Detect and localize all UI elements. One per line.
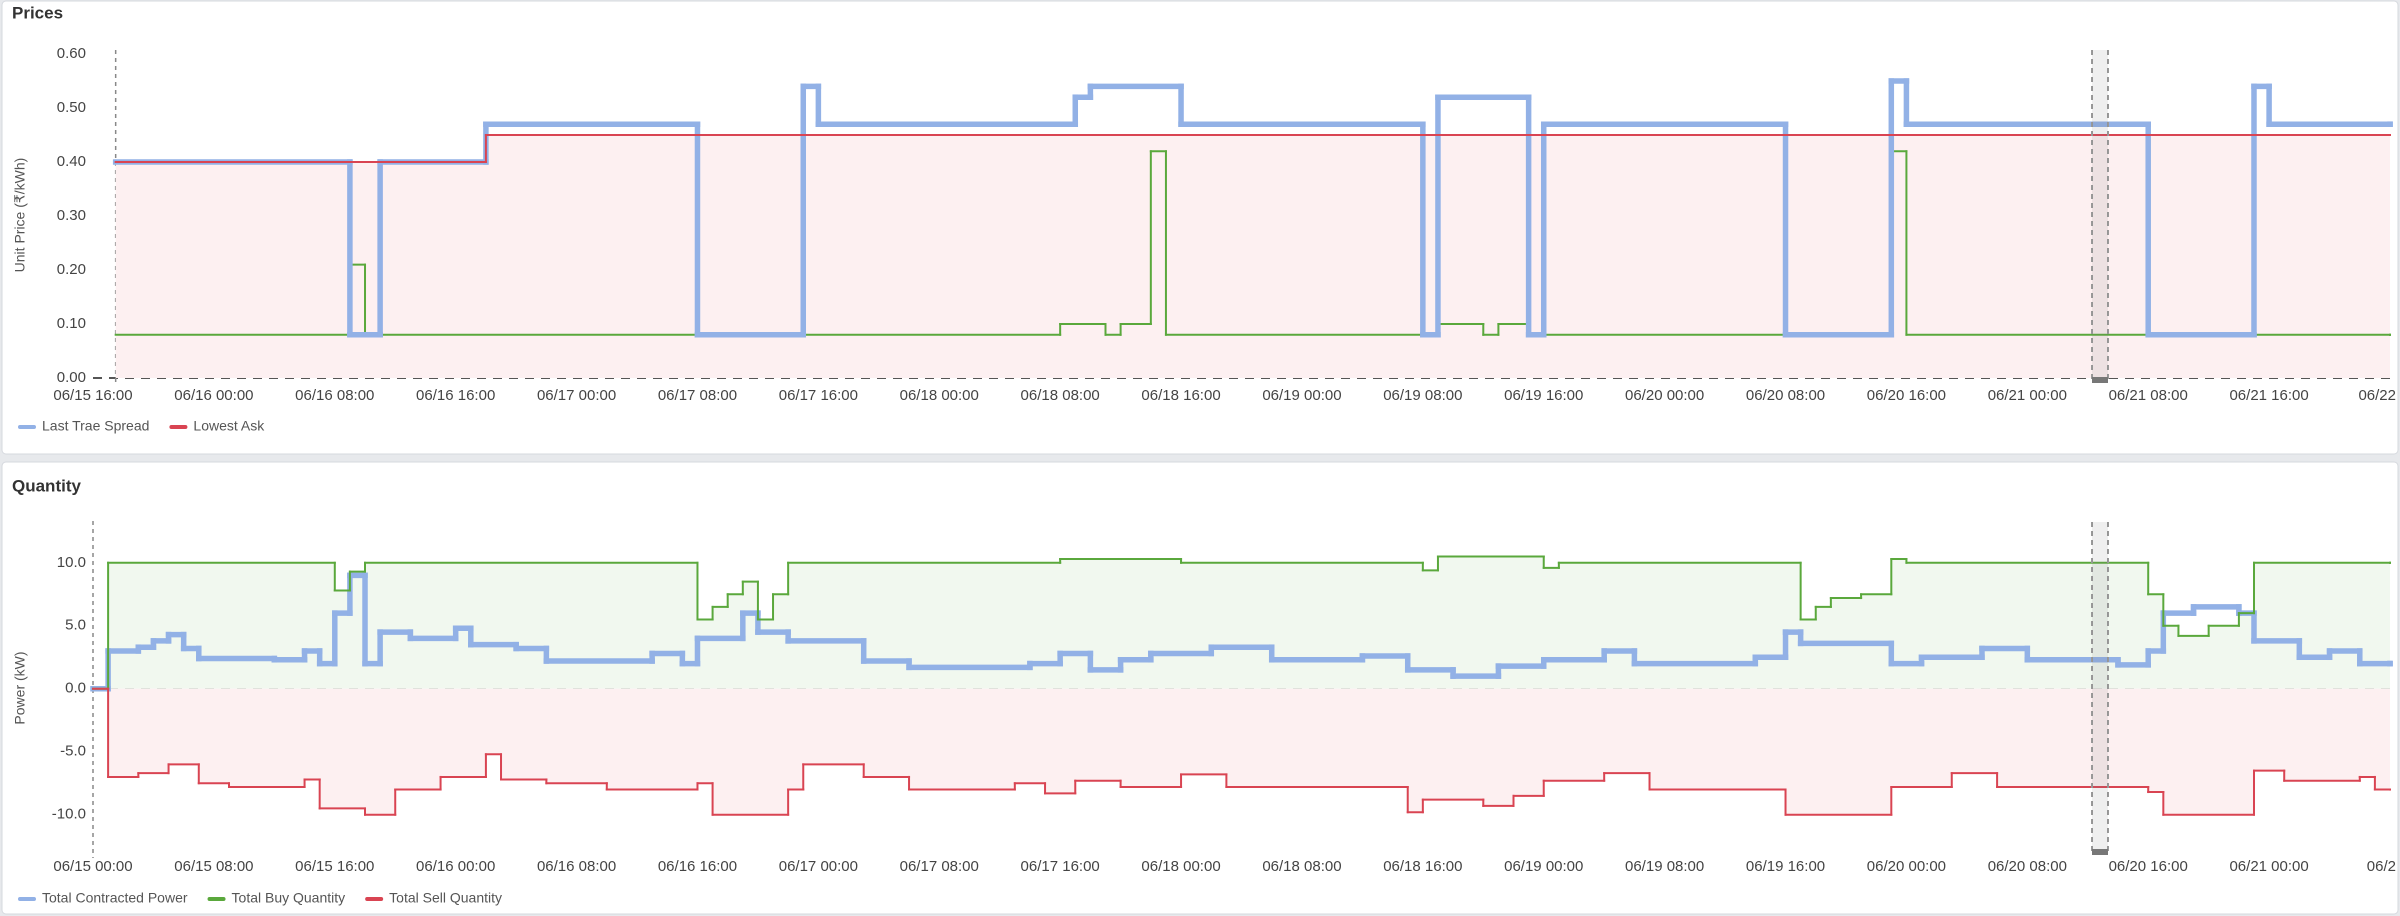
panel-title: Quantity xyxy=(12,476,81,495)
x-tick-label: 06/18 00:00 xyxy=(900,387,979,404)
charts: Prices Unit Price (₹/kWh) 0.00 0.10 0.20 0.30… xyxy=(12,3,2396,905)
series-line xyxy=(90,572,2393,692)
brush-area xyxy=(2092,522,2108,852)
x-tick-label: 06/15 08:00 xyxy=(174,858,253,875)
x-tick-label: 06/16 16:00 xyxy=(658,858,737,875)
x-tick-label: 06/17 08:00 xyxy=(900,858,979,875)
legend-label: Lowest Ask xyxy=(193,418,265,434)
x-tick-label: 06/17 16:00 xyxy=(779,387,858,404)
legend-label: Last Trae Spread xyxy=(42,418,149,434)
x-tick-label: 06/20 16:00 xyxy=(2109,858,2188,875)
y-tick-label: 10.0 xyxy=(57,554,86,571)
y-tick-label: 0.40 xyxy=(57,153,86,170)
x-tick-label: 06/22 xyxy=(2358,387,2396,404)
panel-title: Prices xyxy=(12,3,63,22)
area-fill xyxy=(93,556,2390,689)
x-tick-label: 06/20 16:00 xyxy=(1867,387,1946,404)
x-tick-label: 06/18 16:00 xyxy=(1383,858,1462,875)
legend-label: Total Contracted Power xyxy=(42,890,188,906)
x-tick-label: 06/15 00:00 xyxy=(53,858,132,875)
area-fill xyxy=(93,688,2390,815)
x-tick-label: 06/19 08:00 xyxy=(1383,387,1462,404)
y-tick-label: 0.20 xyxy=(57,261,86,278)
x-tick-label: 06/21 00:00 xyxy=(2229,858,2308,875)
y-tick-label: 0.60 xyxy=(57,45,86,62)
x-tick-label: 06/16 16:00 xyxy=(416,387,495,404)
x-tick-label: 06/16 08:00 xyxy=(537,858,616,875)
x-tick-label: 06/20 00:00 xyxy=(1867,858,1946,875)
brush-area xyxy=(2092,50,2108,382)
x-tick-label: 06/17 08:00 xyxy=(658,387,737,404)
y-axis-label: Unit Price (₹/kWh) xyxy=(12,158,28,273)
x-tick-label: 06/19 00:00 xyxy=(1262,387,1341,404)
x-tick-label: 06/19 16:00 xyxy=(1504,387,1583,404)
x-tick-label: 06/21 08:00 xyxy=(2109,387,2188,404)
x-tick-label: 06/15 16:00 xyxy=(295,858,374,875)
legend-label: Total Buy Quantity xyxy=(232,890,346,906)
x-tick-label: 06/17 00:00 xyxy=(779,858,858,875)
x-tick-label: 06/16 08:00 xyxy=(295,387,374,404)
x-tick-label: 06/20 00:00 xyxy=(1625,387,1704,404)
brush-handle xyxy=(2092,849,2108,855)
area-fill xyxy=(115,135,2391,378)
y-tick-label: 5.0 xyxy=(65,617,86,634)
brush xyxy=(2091,50,2109,855)
y-tick-label: 0.30 xyxy=(57,207,86,224)
y-tick-label: 0.10 xyxy=(57,315,86,332)
x-tick-label: 06/18 08:00 xyxy=(1262,858,1341,875)
x-tick-label: 06/19 08:00 xyxy=(1625,858,1704,875)
x-tick-label: 06/16 00:00 xyxy=(174,387,253,404)
y-axis-label: Power (kW) xyxy=(12,651,28,724)
y-tick-label: -5.0 xyxy=(60,743,86,760)
x-tick-label: 06/17 00:00 xyxy=(537,387,616,404)
x-tick-label: 06/20 08:00 xyxy=(1988,858,2067,875)
legend-label: Total Sell Quantity xyxy=(389,890,502,906)
x-tick-label: 06/19 16:00 xyxy=(1746,858,1825,875)
x-tick-label: 06/19 00:00 xyxy=(1504,858,1583,875)
series-line xyxy=(114,134,2391,163)
x-tick-label: 06/21 16:00 xyxy=(2229,387,2308,404)
series-line xyxy=(112,78,2393,338)
brush-handle xyxy=(2092,377,2108,383)
x-tick-label: 06/20 08:00 xyxy=(1746,387,1825,404)
y-tick-label: 0.00 xyxy=(57,369,86,386)
x-tick-label: 06/18 00:00 xyxy=(1141,858,1220,875)
y-tick-label: 0.0 xyxy=(65,680,86,697)
series-line xyxy=(92,687,2391,816)
x-tick-label: 06/15 16:00 xyxy=(53,387,132,404)
y-tick-label: 0.50 xyxy=(57,99,86,116)
x-tick-label: 06/2 xyxy=(2367,858,2396,875)
x-tick-label: 06/21 00:00 xyxy=(1988,387,2067,404)
y-tick-label: -10.0 xyxy=(52,806,86,823)
x-tick-label: 06/17 16:00 xyxy=(1021,858,1100,875)
x-tick-label: 06/18 16:00 xyxy=(1141,387,1220,404)
x-tick-label: 06/18 08:00 xyxy=(1021,387,1100,404)
x-tick-label: 06/16 00:00 xyxy=(416,858,495,875)
